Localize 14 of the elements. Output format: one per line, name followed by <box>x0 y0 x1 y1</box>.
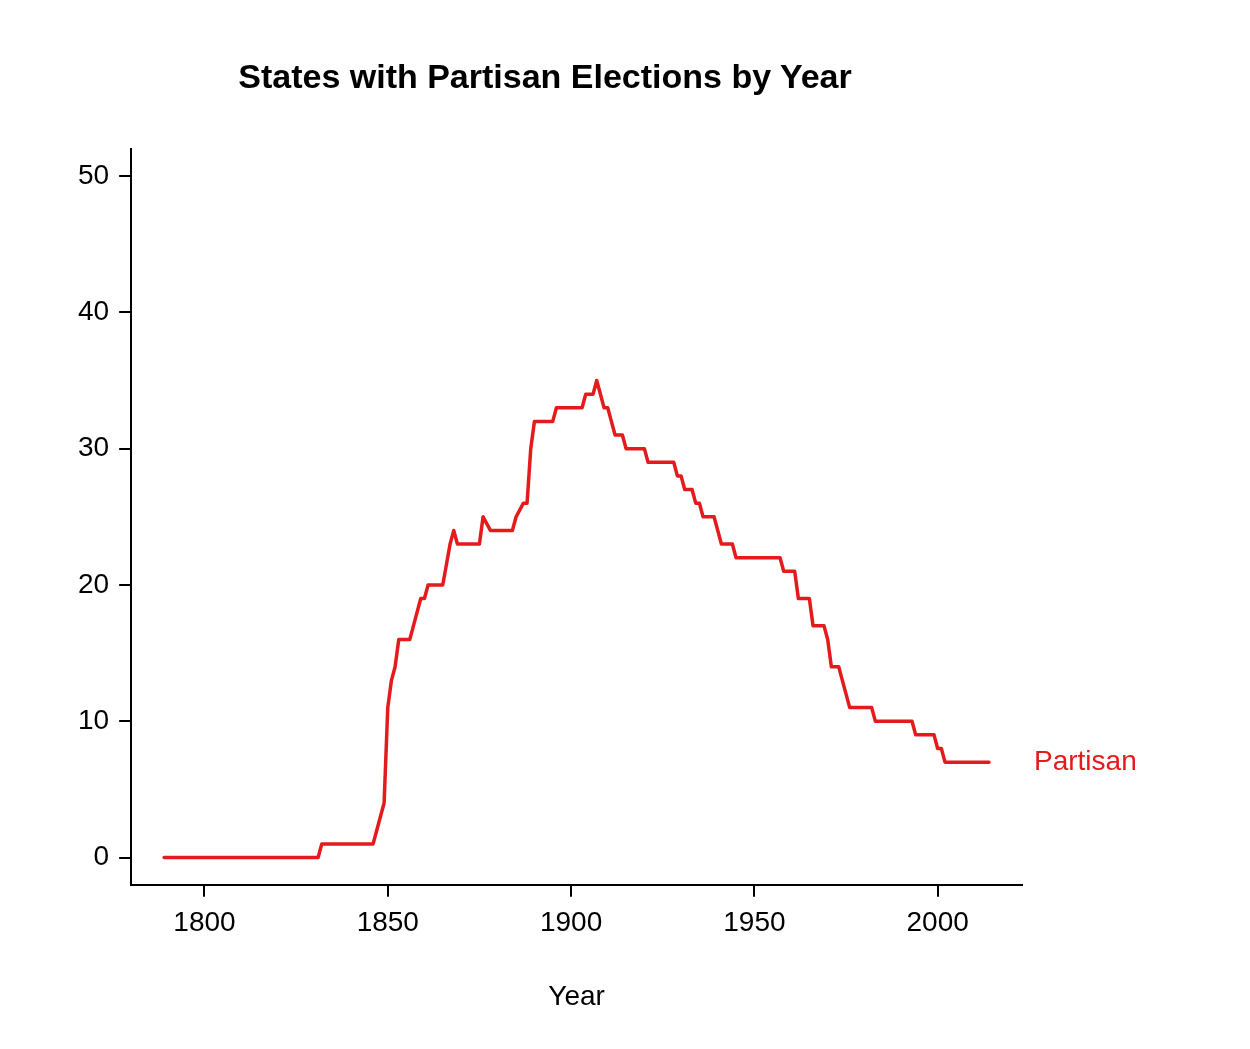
y-tick-label: 20 <box>77 567 110 599</box>
x-axis-title: Year <box>548 979 605 1011</box>
x-tick-label: 1900 <box>539 906 603 938</box>
series-label: Partisan <box>1034 744 1137 776</box>
x-tick-label: 1850 <box>356 906 419 938</box>
x-tick-label: 1950 <box>723 906 786 938</box>
y-tick-label: 0 <box>93 840 110 872</box>
y-tick-label: 50 <box>77 158 110 190</box>
x-tick-label: 2000 <box>906 906 969 938</box>
x-tick-label: 1800 <box>173 906 236 938</box>
y-tick-label: 10 <box>77 703 110 735</box>
y-tick-label: 30 <box>77 431 110 463</box>
y-tick-label: 40 <box>77 295 110 327</box>
chart-title: States with Partisan Elections by Year <box>238 56 852 95</box>
